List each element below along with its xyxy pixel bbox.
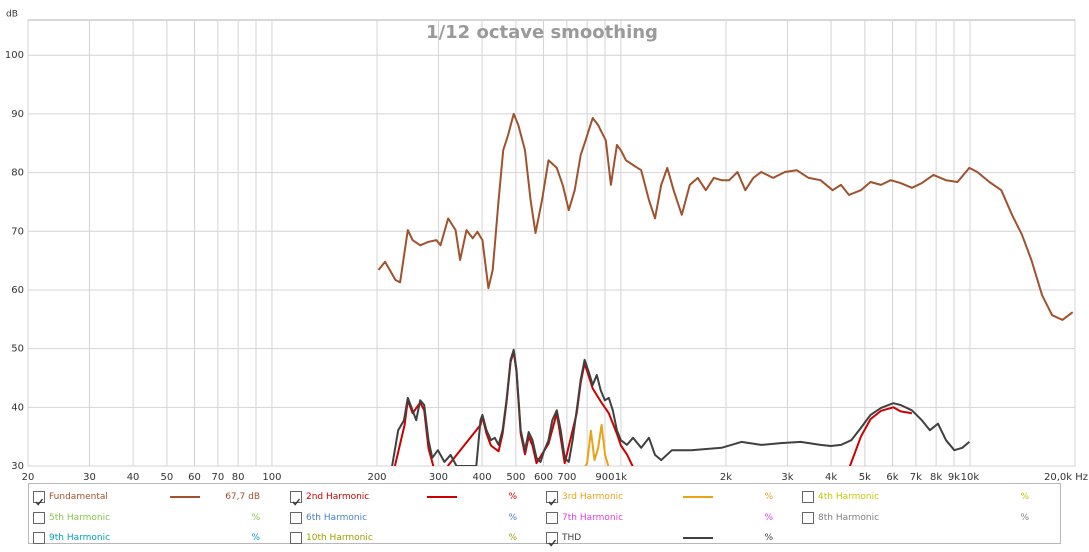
x-tick-label: 700 bbox=[557, 472, 576, 482]
x-tick-label: 50 bbox=[161, 472, 174, 482]
series-line bbox=[584, 423, 610, 466]
check-path bbox=[548, 498, 557, 506]
y-axis-label: dB bbox=[6, 10, 18, 20]
checkbox[interactable] bbox=[290, 532, 302, 544]
y-tick-label: 90 bbox=[11, 109, 24, 120]
legend-readout: % bbox=[764, 533, 773, 543]
check-mark bbox=[35, 498, 44, 506]
series-line bbox=[393, 350, 913, 466]
checkbox[interactable] bbox=[802, 491, 814, 503]
x-tick-label: 20,0k Hz bbox=[1044, 472, 1088, 482]
x-tick-label: 7k bbox=[910, 472, 922, 482]
x-tick-label: 400 bbox=[473, 472, 492, 482]
legend-readout: % bbox=[1020, 492, 1029, 502]
x-tick-label: 8k bbox=[930, 472, 942, 482]
legend-readout: 67,7 dB bbox=[225, 492, 260, 502]
legend-name: THD bbox=[562, 533, 582, 543]
x-tick-label: 70 bbox=[212, 472, 225, 482]
legend-readout: % bbox=[251, 513, 260, 523]
legend-name: 2nd Harmonic bbox=[306, 492, 370, 502]
y-tick-label: 50 bbox=[11, 344, 24, 355]
check-mark bbox=[548, 498, 557, 506]
x-tick-label: 100 bbox=[262, 472, 281, 482]
checkbox[interactable] bbox=[546, 532, 558, 547]
x-tick-label: 6k bbox=[886, 472, 898, 482]
legend-readout: % bbox=[508, 533, 517, 543]
x-tick-label: 600 bbox=[534, 472, 553, 482]
checkbox[interactable] bbox=[290, 512, 302, 524]
legend-swatch bbox=[683, 537, 713, 539]
checkbox[interactable] bbox=[33, 512, 45, 524]
plot-area bbox=[27, 19, 1076, 467]
legend-name: 9th Harmonic bbox=[49, 533, 111, 543]
check-path bbox=[292, 498, 301, 506]
series-line bbox=[377, 112, 1074, 321]
x-tick-label: 900 bbox=[595, 472, 614, 482]
x-tick-label: 5k bbox=[859, 472, 871, 482]
legend-readout: % bbox=[508, 513, 517, 523]
y-tick-label: 40 bbox=[11, 402, 24, 413]
legend-name: 10th Harmonic bbox=[306, 533, 373, 543]
checkbox[interactable] bbox=[802, 512, 814, 524]
legend-readout: % bbox=[764, 513, 773, 523]
x-tick-label: 200 bbox=[367, 472, 386, 482]
x-tick-label: 300 bbox=[429, 472, 448, 482]
x-tick-label: 9k bbox=[948, 472, 960, 482]
checkbox[interactable] bbox=[33, 532, 45, 544]
x-tick-label: 80 bbox=[232, 472, 245, 482]
legend-name: 5th Harmonic bbox=[49, 513, 111, 523]
legend-readout: % bbox=[764, 492, 773, 502]
x-tick-label: 40 bbox=[127, 472, 140, 482]
y-tick-label: 80 bbox=[11, 168, 24, 179]
legend-name: 3rd Harmonic bbox=[562, 492, 624, 502]
y-tick-label: 60 bbox=[11, 285, 24, 296]
y-tick-label: 30 bbox=[11, 461, 24, 472]
legend-name: 6th Harmonic bbox=[306, 513, 368, 523]
legend-swatch bbox=[683, 496, 713, 498]
x-tick-label: 10k bbox=[961, 472, 980, 482]
legend-swatch bbox=[427, 496, 457, 498]
check-mark bbox=[548, 539, 557, 547]
legend-readout: % bbox=[1020, 513, 1029, 523]
checkbox[interactable] bbox=[546, 491, 558, 506]
legend-name: 4th Harmonic bbox=[818, 492, 880, 502]
y-tick-label: 70 bbox=[11, 226, 24, 237]
checkbox[interactable] bbox=[33, 491, 45, 506]
checkbox[interactable] bbox=[290, 491, 302, 506]
plot-lines bbox=[377, 112, 1074, 466]
x-tick-label: 500 bbox=[506, 472, 525, 482]
x-tick-label: 4k bbox=[825, 472, 837, 482]
x-tick-label: 1k bbox=[615, 472, 627, 482]
x-tick-label: 2k bbox=[720, 472, 732, 482]
check-path bbox=[35, 498, 44, 506]
series-line bbox=[391, 348, 970, 466]
x-tick-label: 20 bbox=[22, 472, 35, 482]
legend: Fundamental 67,7 dB 2nd Harmonic% 3rd Harmo… bbox=[28, 483, 1061, 547]
y-tick-label: 100 bbox=[5, 50, 24, 61]
legend-readout: % bbox=[251, 533, 260, 543]
legend-readout: % bbox=[508, 492, 517, 502]
legend-name: 7th Harmonic bbox=[562, 513, 624, 523]
x-tick-label: 3k bbox=[781, 472, 793, 482]
x-tick-label: 30 bbox=[83, 472, 96, 482]
check-mark bbox=[292, 498, 301, 506]
checkbox[interactable] bbox=[546, 512, 558, 524]
chart: 1/12 octave smoothing dB 30 40 50 60 70 80 90 1… bbox=[5, 10, 1088, 484]
legend-name: 8th Harmonic bbox=[818, 513, 880, 523]
legend-name: Fundamental bbox=[49, 492, 108, 502]
x-tick-label: 60 bbox=[188, 472, 201, 482]
legend-swatch bbox=[170, 496, 200, 498]
chart-title: 1/12 octave smoothing bbox=[426, 22, 658, 43]
